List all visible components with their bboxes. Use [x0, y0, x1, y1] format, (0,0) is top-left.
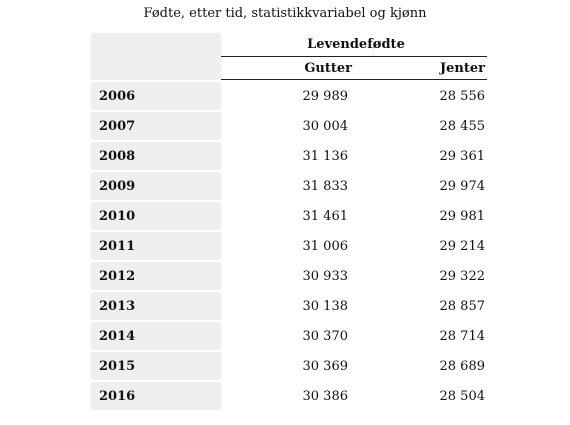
cell-gutter: 30 370 — [221, 320, 354, 350]
cell-jenter: 28 455 — [354, 110, 487, 140]
table-row: 2009 31 833 29 974 — [91, 170, 487, 200]
cell-jenter: 28 714 — [354, 320, 487, 350]
cell-jenter: 28 556 — [354, 80, 487, 110]
cell-gutter: 31 461 — [221, 200, 354, 230]
table-row: 2010 31 461 29 981 — [91, 200, 487, 230]
cell-jenter: 29 974 — [354, 170, 487, 200]
cell-gutter: 31 136 — [221, 140, 354, 170]
cell-jenter: 28 504 — [354, 380, 487, 410]
header-row-group: Levendefødte — [91, 33, 487, 80]
cell-jenter: 29 214 — [354, 230, 487, 260]
table-row: 2014 30 370 28 714 — [91, 320, 487, 350]
row-header-year: 2009 — [91, 170, 221, 200]
cell-jenter: 29 361 — [354, 140, 487, 170]
row-header-year: 2015 — [91, 350, 221, 380]
table-row: 2013 30 138 28 857 — [91, 290, 487, 320]
table-row: 2011 31 006 29 214 — [91, 230, 487, 260]
cell-gutter: 30 004 — [221, 110, 354, 140]
row-header-year: 2011 — [91, 230, 221, 260]
table-row: 2006 29 989 28 556 — [91, 80, 487, 110]
row-header-year: 2006 — [91, 80, 221, 110]
cell-jenter: 28 689 — [354, 350, 487, 380]
table-row: 2008 31 136 29 361 — [91, 140, 487, 170]
group-header-levendefodte: Levendefødte — [221, 33, 487, 57]
cell-jenter: 28 857 — [354, 290, 487, 320]
cell-gutter: 30 369 — [221, 350, 354, 380]
statistics-table: Levendefødte Gutter Jenter 2006 29 989 28 … — [91, 33, 487, 410]
cell-gutter: 30 933 — [221, 260, 354, 290]
row-header-year: 2007 — [91, 110, 221, 140]
table-row: 2012 30 933 29 322 — [91, 260, 487, 290]
column-header-jenter: Jenter — [354, 57, 487, 80]
corner-header-cell — [91, 33, 221, 80]
table-row: 2016 30 386 28 504 — [91, 380, 487, 410]
cell-gutter: 31 006 — [221, 230, 354, 260]
cell-gutter: 30 138 — [221, 290, 354, 320]
header-row-columns: Gutter Jenter — [91, 57, 487, 80]
row-header-year: 2008 — [91, 140, 221, 170]
row-header-year: 2013 — [91, 290, 221, 320]
cell-jenter: 29 322 — [354, 260, 487, 290]
table-title: Fødte, etter tid, statistikkvariabel og … — [143, 6, 427, 21]
row-header-year: 2012 — [91, 260, 221, 290]
cell-gutter: 29 989 — [221, 80, 354, 110]
row-header-year: 2014 — [91, 320, 221, 350]
row-header-year: 2010 — [91, 200, 221, 230]
column-header-gutter: Gutter — [221, 57, 354, 80]
table-row: 2007 30 004 28 455 — [91, 110, 487, 140]
row-header-year: 2016 — [91, 380, 221, 410]
cell-gutter: 31 833 — [221, 170, 354, 200]
cell-jenter: 29 981 — [354, 200, 487, 230]
table-row: 2015 30 369 28 689 — [91, 350, 487, 380]
table-body: 2006 29 989 28 556 2007 30 004 28 455 2008 31 1… — [91, 80, 487, 410]
cell-gutter: 30 386 — [221, 380, 354, 410]
